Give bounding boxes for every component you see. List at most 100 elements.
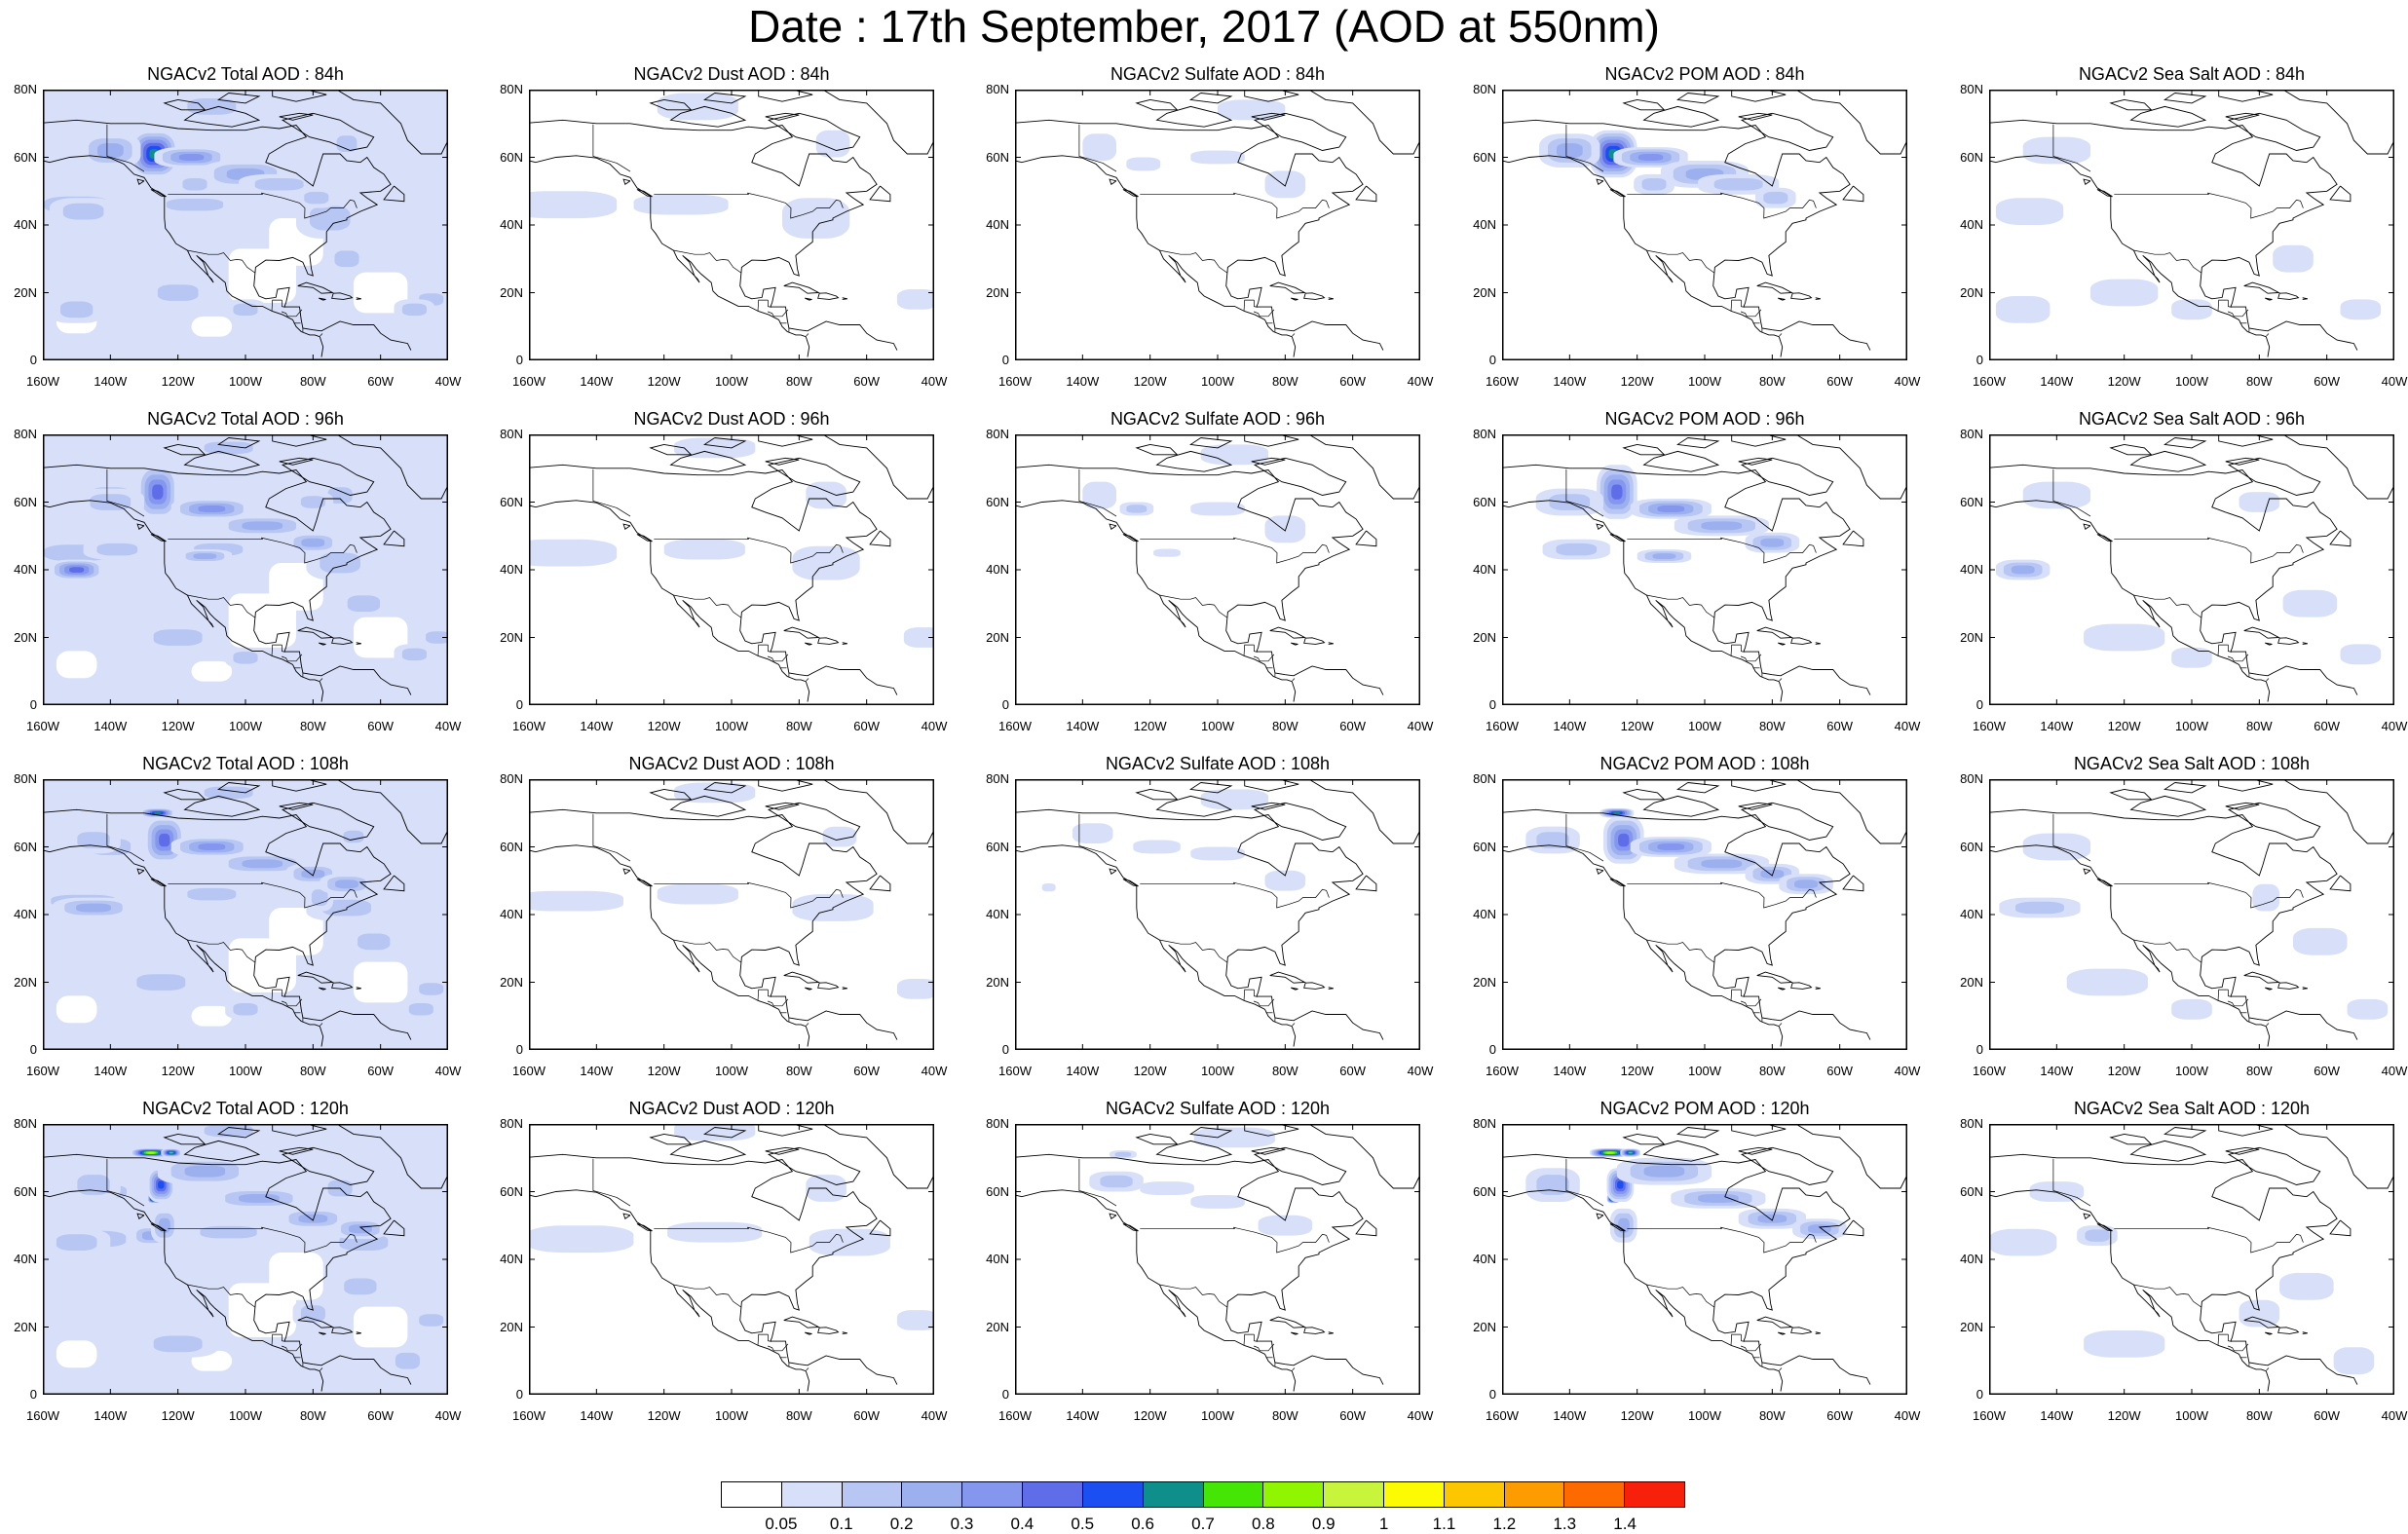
lat-label: 20N bbox=[500, 974, 523, 990]
map-panel-seasalt-96h: NGACv2 Sea Salt AOD : 96h 0 20N 40N 60N 80N 16… bbox=[1946, 409, 2407, 745]
coastlines bbox=[1502, 90, 1907, 357]
figure-title: Date : 17th September, 2017 (AOD at 550n… bbox=[748, 1, 1660, 52]
aod-map bbox=[1015, 779, 1420, 1050]
lon-label: 160W bbox=[1973, 719, 2006, 733]
country-border bbox=[320, 1367, 323, 1371]
coastline bbox=[1676, 1127, 1720, 1139]
aod-level-cell bbox=[1628, 1151, 1633, 1154]
lat-label: 0 bbox=[29, 1042, 37, 1057]
aod-map bbox=[1989, 779, 2394, 1050]
lat-label: 0 bbox=[1001, 353, 1009, 367]
map-panel-pom-84h: NGACv2 POM AOD : 84h 0 20N 40N 60N 80N 160W 140… bbox=[1459, 64, 1920, 400]
aod-level-cell bbox=[1264, 870, 1306, 891]
aod-level-cell bbox=[158, 1180, 165, 1189]
panel-title: NGACv2 Sea Salt AOD : 108h bbox=[2073, 754, 2311, 773]
lon-label: 60W bbox=[853, 1064, 881, 1078]
aod-level-cell bbox=[77, 1175, 110, 1195]
coastline bbox=[272, 434, 327, 447]
lon-label: 40W bbox=[434, 719, 462, 733]
country-border bbox=[592, 468, 631, 517]
coastline bbox=[217, 782, 261, 794]
tick-marks bbox=[1015, 434, 1420, 705]
lon-label: 60W bbox=[367, 719, 395, 733]
aod-level-cell bbox=[1072, 823, 1113, 843]
tick-marks bbox=[1015, 1124, 1420, 1395]
country-border bbox=[2133, 1284, 2201, 1308]
coastline bbox=[183, 450, 261, 472]
coastline bbox=[783, 971, 821, 984]
coastlines bbox=[1502, 1124, 1907, 1392]
lat-label: 0 bbox=[1975, 353, 1983, 367]
lon-label: 120W bbox=[1133, 1408, 1167, 1423]
coastline bbox=[2329, 875, 2352, 892]
aod-level-cell bbox=[809, 1228, 890, 1256]
lat-label: 80N bbox=[1473, 427, 1496, 441]
coastline bbox=[2096, 534, 2113, 543]
coastline bbox=[136, 1213, 145, 1220]
lat-label: 20N bbox=[986, 629, 1009, 645]
coastline bbox=[1756, 626, 1794, 639]
lon-label: 80W bbox=[2245, 1064, 2273, 1078]
country-border bbox=[2228, 990, 2232, 997]
coastline bbox=[2227, 1146, 2321, 1185]
lon-label: 100W bbox=[1201, 1408, 1234, 1423]
coastline bbox=[2083, 868, 2091, 876]
aod-level-cell bbox=[1808, 1224, 1831, 1234]
coastline bbox=[2265, 297, 2273, 301]
map-frame bbox=[529, 90, 934, 360]
coastline bbox=[1642, 105, 1720, 128]
aod-level-cell bbox=[187, 887, 237, 901]
coastline bbox=[331, 292, 354, 300]
lon-label: 120W bbox=[1620, 1064, 1654, 1078]
coastline bbox=[817, 292, 840, 300]
aod-level-cell bbox=[204, 441, 253, 455]
country-border bbox=[1779, 1367, 1783, 1371]
country-border bbox=[1730, 299, 1742, 312]
country-border bbox=[1741, 990, 1745, 997]
lat-label: 60N bbox=[14, 149, 37, 165]
lon-label: 80W bbox=[299, 1408, 326, 1423]
aod-level-cell bbox=[166, 198, 224, 211]
coastline bbox=[1269, 626, 1307, 639]
map-frame bbox=[1015, 779, 1420, 1050]
coastline bbox=[669, 105, 747, 128]
aod-level-cell bbox=[1641, 178, 1667, 191]
coastline bbox=[2243, 281, 2281, 294]
panel-title: NGACv2 Total AOD : 120h bbox=[142, 1099, 349, 1118]
country-border bbox=[2052, 124, 2091, 172]
borders bbox=[1565, 468, 1817, 682]
country-border bbox=[281, 309, 303, 318]
coastline bbox=[319, 642, 326, 646]
coastline bbox=[136, 523, 145, 531]
lon-label: 40W bbox=[434, 374, 462, 389]
lat-label: 80N bbox=[14, 1116, 37, 1131]
coastline bbox=[1502, 844, 1784, 1047]
aod-level-cell bbox=[242, 521, 283, 531]
aod-level-cell bbox=[2239, 1299, 2280, 1328]
country-border bbox=[2133, 249, 2201, 274]
country-border bbox=[1292, 333, 1296, 337]
coastline bbox=[43, 155, 324, 357]
lon-label: 160W bbox=[1486, 1408, 1519, 1423]
lat-label: 60N bbox=[1473, 1183, 1496, 1199]
coastline bbox=[842, 642, 847, 645]
lon-label: 60W bbox=[2314, 1408, 2341, 1423]
coastline bbox=[356, 987, 361, 990]
coastline bbox=[272, 779, 327, 792]
coastline bbox=[1778, 1331, 1786, 1335]
aod-level-cell bbox=[198, 843, 226, 850]
coastline bbox=[817, 637, 840, 645]
lon-label: 100W bbox=[2175, 1408, 2208, 1423]
coastline bbox=[297, 971, 335, 984]
coastline bbox=[2218, 434, 2274, 447]
clean-air-area bbox=[56, 651, 97, 679]
coastline bbox=[869, 530, 891, 547]
lon-label: 80W bbox=[785, 719, 812, 733]
aod-level-cell bbox=[76, 903, 111, 913]
coastline bbox=[217, 1127, 261, 1139]
map-panel-dust-84h: NGACv2 Dust AOD : 84h 0 20N 40N 60N 80N 160W 14… bbox=[486, 64, 947, 400]
coastline bbox=[1790, 1327, 1813, 1334]
colorbar-label: 1.1 bbox=[1432, 1515, 1456, 1533]
aod-level-cell bbox=[529, 539, 618, 567]
aod-level-cell bbox=[2085, 1229, 2110, 1242]
